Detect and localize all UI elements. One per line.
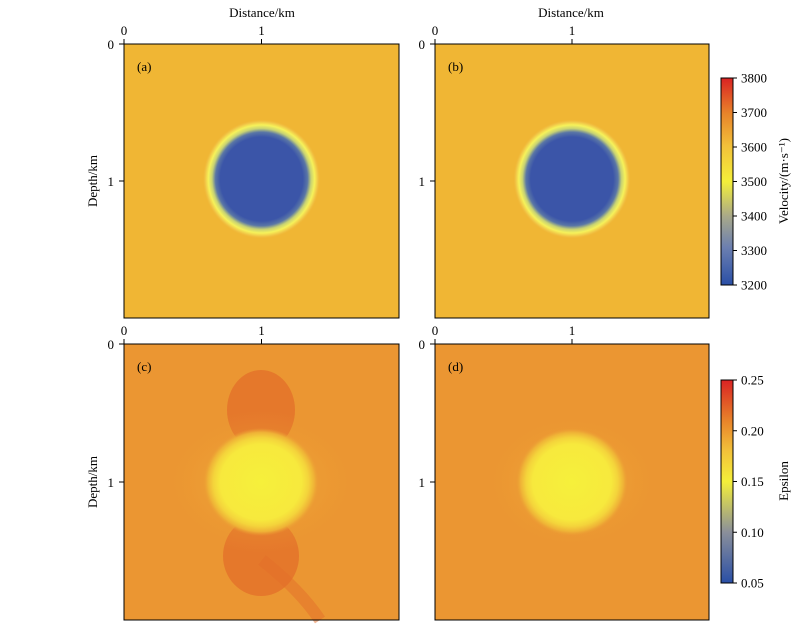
panel-b-ytick-label-1: 1 [419,174,426,189]
panel-a-anomaly [202,119,321,239]
panel-c-xtick-label-0: 0 [121,323,128,338]
panel-c-streak [258,555,325,624]
panel-d-ytick-label-0: 0 [419,337,426,352]
epsilon-colorbar-tick-label: 0.10 [741,525,764,540]
panel-b-xtick-label-1: 1 [569,23,576,38]
panel-d-anomaly [516,428,628,536]
panel-c-anomaly [203,428,319,536]
panel-c-ylabel: Depth/km [85,456,100,508]
panel-c-label: (c) [137,359,151,374]
panel-a-ytick-label-1: 1 [108,174,115,189]
epsilon-colorbar-tick-label: 0.20 [741,423,764,438]
velocity-colorbar-label: Velocity/(m·s⁻¹) [776,138,791,224]
panel-c-ytick-label-0: 0 [108,337,115,352]
velocity-colorbar: 3800 3700 3600 3500 3400 3300 3200 Velocity/(m… [720,71,791,293]
x-axis-title-b: Distance/km [538,5,604,20]
velocity-colorbar-tick-label: 3300 [741,243,767,258]
panel-a-xtick-label-1: 1 [258,23,265,38]
epsilon-colorbar-tick-label: 0.05 [741,576,764,591]
epsilon-colorbar-ticks: 0.25 0.20 0.15 0.10 0.05 [733,373,764,591]
velocity-colorbar-tick-label: 3200 [741,278,767,293]
velocity-colorbar-tick-label: 3600 [741,140,767,155]
panel-a-ylabel: Depth/km [85,155,100,207]
epsilon-colorbar-label: Epsilon [776,461,791,501]
epsilon-colorbar-tick-label: 0.15 [741,474,764,489]
velocity-colorbar-ramp [720,77,734,286]
panel-c-xtick-label-1: 1 [258,323,265,338]
panel-a-label: (a) [137,59,151,74]
panel-b-ytick-label-0: 0 [419,37,426,52]
panel-b-xtick-label-0: 0 [432,23,439,38]
panel-d-label: (d) [448,359,463,374]
panel-c-ytick-label-1: 1 [108,475,115,490]
panel-c: 0 1 0 1 (c) Depth/km [85,323,400,624]
velocity-colorbar-tick-label: 3500 [741,174,767,189]
velocity-colorbar-tick-label: 3800 [741,71,767,86]
panel-a: 0 1 0 1 (a) Depth/km [85,23,400,319]
epsilon-colorbar-ramp [720,379,734,584]
panel-a-ytick-label-0: 0 [108,37,115,52]
panel-a-xtick-label-0: 0 [121,23,128,38]
panel-d-xtick-label-1: 1 [569,323,576,338]
panel-b-label: (b) [448,59,463,74]
velocity-colorbar-tick-label: 3700 [741,105,767,120]
panel-d-ytick-label-1: 1 [419,475,426,490]
velocity-colorbar-tick-label: 3400 [741,209,767,224]
epsilon-colorbar: 0.25 0.20 0.15 0.10 0.05 Epsilon [720,373,791,591]
panel-d-xtick-label-0: 0 [432,323,439,338]
panel-b: 0 1 0 1 (b) [419,23,710,319]
epsilon-colorbar-tick-label: 0.25 [741,373,764,388]
velocity-colorbar-ticks: 3800 3700 3600 3500 3400 3300 3200 [733,71,767,293]
panel-b-anomaly [513,119,631,239]
panel-d: 0 1 0 1 (d) [419,323,710,621]
x-axis-title-a: Distance/km [229,5,295,20]
